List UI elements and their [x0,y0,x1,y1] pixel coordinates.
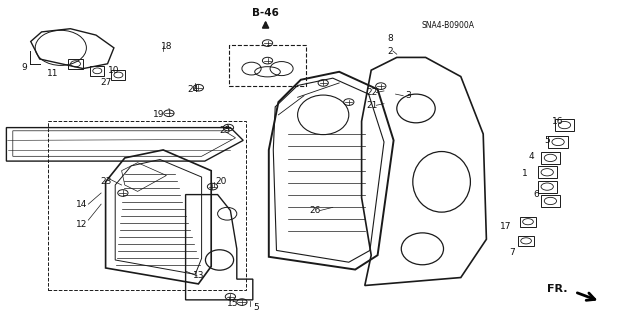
Text: 2: 2 [388,47,393,56]
Text: 14: 14 [76,200,88,209]
Text: 5: 5 [253,303,259,312]
Text: 21: 21 [367,101,378,110]
Text: 7: 7 [509,248,515,256]
Text: 17: 17 [500,222,511,231]
Text: 4: 4 [529,152,534,161]
Text: 23: 23 [100,177,111,186]
Text: 5: 5 [545,136,550,145]
Text: 22: 22 [367,88,378,97]
Text: 24: 24 [188,85,199,94]
Text: 10: 10 [108,66,120,75]
Text: B-46: B-46 [252,8,279,18]
Text: 9: 9 [22,63,27,72]
Text: 15: 15 [227,299,238,308]
Text: 18: 18 [161,42,172,51]
Text: 3: 3 [406,91,411,100]
Text: 25: 25 [220,126,231,135]
Text: FR.: FR. [547,284,567,294]
Text: 1: 1 [522,169,527,178]
Text: 20: 20 [216,177,227,186]
Text: 27: 27 [100,78,111,87]
Text: 6: 6 [534,190,539,199]
Text: 19: 19 [153,110,164,119]
Text: 16: 16 [552,117,564,126]
Text: 8: 8 [388,34,393,43]
Text: 11: 11 [47,69,58,78]
Text: 26: 26 [310,206,321,215]
Text: 12: 12 [76,220,88,229]
Text: SNA4-B0900A: SNA4-B0900A [422,21,474,30]
Text: 13: 13 [193,271,204,280]
